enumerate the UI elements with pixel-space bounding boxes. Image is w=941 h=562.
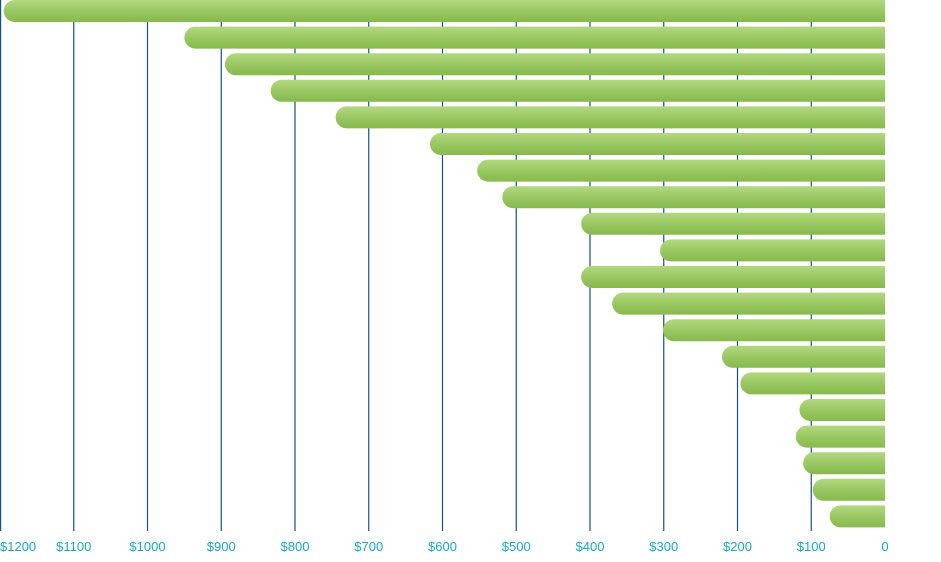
x-tick-label: $300 <box>649 539 678 554</box>
x-axis-tick-labels: $1200 $1100 $1000 $900 $800 $700 $600 $500 $400 $… <box>0 539 889 554</box>
x-tick-label: $500 <box>502 539 531 554</box>
bar <box>803 452 885 475</box>
x-tick-label: $100 <box>797 539 826 554</box>
bar <box>3 0 886 22</box>
bar <box>829 505 885 528</box>
x-tick-label: 0 <box>881 539 888 554</box>
bar <box>795 425 885 448</box>
bar <box>502 186 885 209</box>
bar <box>184 26 885 49</box>
x-tick-label: $400 <box>576 539 605 554</box>
bar <box>612 292 885 315</box>
bar <box>812 478 885 501</box>
bar <box>429 133 885 155</box>
grid-lines <box>0 0 812 531</box>
bar <box>270 79 886 102</box>
x-tick-label: $900 <box>207 539 236 554</box>
bar <box>799 399 885 421</box>
x-tick-label: $200 <box>723 539 752 554</box>
bar <box>722 345 885 368</box>
bar <box>477 159 885 182</box>
bar <box>660 239 885 262</box>
x-tick-label: $600 <box>428 539 457 554</box>
bar <box>224 53 885 76</box>
x-tick-label: $1100 <box>56 539 91 554</box>
bar <box>740 372 885 395</box>
x-tick-label: $1200 <box>0 539 36 554</box>
bar <box>581 212 885 235</box>
bar <box>663 319 885 342</box>
x-tick-label: $700 <box>354 539 383 554</box>
x-tick-label: $1000 <box>129 539 165 554</box>
bar <box>581 266 885 288</box>
bars <box>3 0 886 528</box>
x-tick-label: $800 <box>281 539 310 554</box>
bar <box>335 106 885 129</box>
